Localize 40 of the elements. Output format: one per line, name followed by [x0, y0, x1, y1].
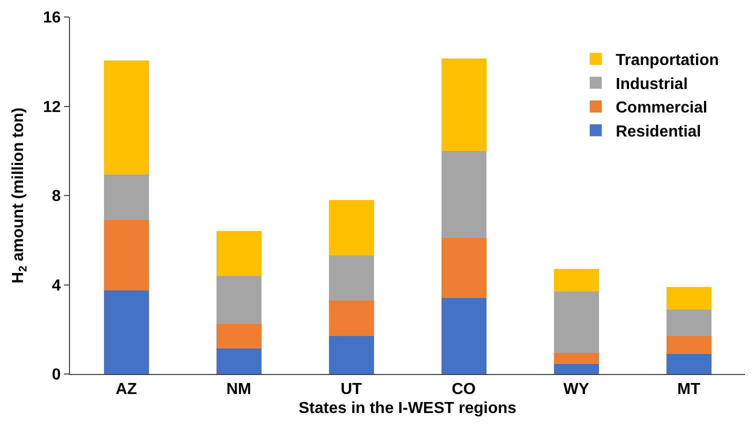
bar: [216, 276, 262, 324]
x-tick-label: AZ: [116, 381, 138, 398]
bar: [666, 336, 712, 354]
legend-label: Industrial: [616, 76, 688, 93]
bar: [216, 324, 262, 348]
x-tick-label: MT: [677, 381, 701, 398]
bar: [104, 290, 149, 374]
bar: [441, 298, 486, 374]
bar: [666, 309, 712, 336]
y-tick-label: 0: [52, 366, 61, 384]
bar: [666, 286, 712, 310]
bar: [554, 291, 599, 353]
bar: [554, 364, 599, 374]
x-tick-label: CO: [452, 381, 476, 398]
bar: [328, 336, 374, 374]
bar: [216, 348, 262, 374]
y-tick-label: 4: [52, 277, 61, 294]
legend-label: Tranportation: [616, 52, 719, 70]
bar: [441, 150, 486, 238]
x-tick-label: UT: [340, 381, 362, 398]
legend-label: Commercial: [616, 100, 708, 117]
x-axis-title: States in the I-WEST regions: [298, 400, 516, 417]
bar: [104, 60, 149, 174]
bar: [554, 352, 599, 364]
bar: [104, 174, 149, 220]
y-tick-label: 8: [52, 188, 61, 206]
bar: [441, 58, 486, 151]
x-tick-label: WY: [563, 381, 590, 398]
y-tick-label: 12: [43, 98, 61, 116]
bar: [554, 269, 599, 292]
bar: [666, 354, 712, 374]
bar: [216, 231, 262, 276]
bar: [328, 256, 374, 300]
x-tick-label: NM: [226, 381, 252, 398]
bar: [441, 238, 486, 298]
y-tick-label: 16: [43, 10, 61, 27]
bar: [104, 220, 149, 290]
legend-label: Residential: [616, 124, 702, 141]
bar: [328, 200, 374, 256]
bar: [328, 300, 374, 336]
